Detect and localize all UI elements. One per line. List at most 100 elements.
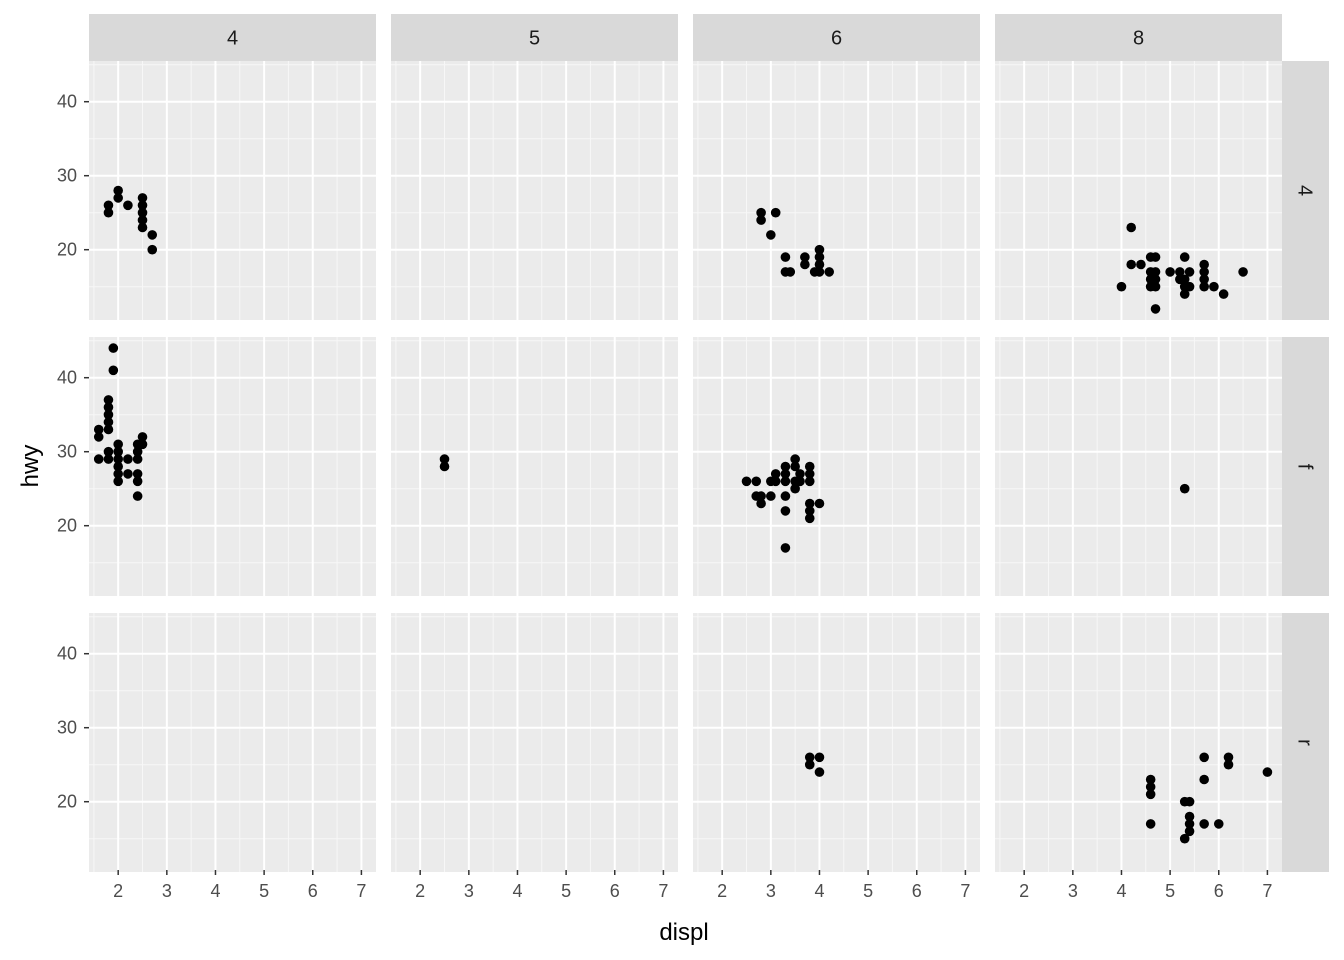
data-point xyxy=(780,543,791,553)
data-point xyxy=(804,498,815,509)
data-point xyxy=(1199,267,1209,277)
x-tick-label: 5 xyxy=(259,881,269,901)
data-point xyxy=(1136,259,1146,270)
data-point xyxy=(1150,304,1161,314)
data-point xyxy=(751,476,762,487)
y-tick-label: 40 xyxy=(57,368,77,388)
data-point xyxy=(1184,811,1195,822)
column-strip-label: 4 xyxy=(227,28,238,50)
data-point xyxy=(132,446,143,457)
panel-4-5 xyxy=(391,61,678,320)
x-tick-label: 5 xyxy=(1165,881,1175,901)
panel-background xyxy=(995,61,1282,320)
x-tick-label: 3 xyxy=(464,881,474,901)
data-point xyxy=(800,259,810,270)
data-point xyxy=(137,207,148,218)
y-tick-label: 20 xyxy=(57,792,77,812)
data-point xyxy=(814,767,825,777)
data-point xyxy=(1184,826,1195,837)
data-point xyxy=(103,409,114,420)
data-point xyxy=(804,506,815,516)
data-point xyxy=(756,215,766,225)
row-strip-r xyxy=(1282,613,1329,872)
data-point xyxy=(1179,483,1190,494)
data-point xyxy=(1213,819,1224,829)
panel-background xyxy=(693,337,980,596)
data-point xyxy=(93,424,104,435)
data-point xyxy=(1179,289,1190,299)
data-point xyxy=(1199,819,1209,829)
row-strip-label: 4 xyxy=(1294,185,1316,196)
data-point xyxy=(790,483,800,494)
data-point xyxy=(1150,281,1161,292)
data-point xyxy=(804,513,815,524)
data-point xyxy=(1116,281,1127,292)
data-point xyxy=(137,222,148,233)
data-point xyxy=(756,207,766,218)
panel-4-6 xyxy=(693,61,980,320)
row-strip-label: r xyxy=(1294,739,1316,746)
x-tick-label: 4 xyxy=(512,881,522,901)
data-point xyxy=(108,343,119,353)
data-point xyxy=(103,395,114,405)
data-point xyxy=(1238,267,1248,277)
data-point xyxy=(1199,274,1209,285)
data-point xyxy=(1145,782,1156,792)
data-point xyxy=(439,461,450,472)
data-point xyxy=(439,454,450,464)
x-tick-label: 7 xyxy=(1262,881,1272,901)
panel-background xyxy=(89,613,376,872)
data-point xyxy=(1184,267,1195,277)
data-point xyxy=(147,244,158,255)
data-point xyxy=(1184,281,1195,292)
data-point xyxy=(741,476,752,487)
data-point xyxy=(780,476,791,487)
column-strip-5 xyxy=(391,14,678,61)
data-point xyxy=(132,454,143,464)
panels-layer xyxy=(89,61,1282,872)
data-point xyxy=(113,185,123,196)
data-point xyxy=(1126,222,1137,233)
x-tick-label: 2 xyxy=(1019,881,1029,901)
panel-background xyxy=(995,337,1282,596)
data-point xyxy=(780,252,791,262)
y-tick-label: 20 xyxy=(57,516,77,536)
data-point xyxy=(1218,289,1229,299)
data-point xyxy=(780,491,791,501)
data-point xyxy=(795,469,805,479)
data-point xyxy=(103,446,114,457)
column-strip-label: 6 xyxy=(831,28,842,50)
data-point xyxy=(137,193,148,203)
data-point xyxy=(814,244,825,255)
data-point xyxy=(113,439,123,450)
data-point xyxy=(1150,274,1161,285)
row-strip-4 xyxy=(1282,61,1329,320)
data-point xyxy=(804,469,815,479)
data-point xyxy=(790,454,800,464)
data-point xyxy=(103,424,114,435)
y-tick-label: 30 xyxy=(57,166,77,186)
data-point xyxy=(1199,259,1209,270)
data-point xyxy=(137,200,148,211)
data-point xyxy=(1179,274,1190,285)
data-point xyxy=(804,752,815,763)
data-point xyxy=(1126,259,1137,270)
panel-4-8 xyxy=(995,61,1282,320)
x-tick-label: 5 xyxy=(561,881,571,901)
data-point xyxy=(108,365,119,376)
panel-r-6 xyxy=(693,613,980,872)
data-point xyxy=(766,230,776,240)
x-axis-title: displ xyxy=(659,919,708,946)
data-point xyxy=(1223,759,1234,770)
panel-background xyxy=(89,337,376,596)
data-point xyxy=(780,461,791,472)
data-point xyxy=(756,498,766,509)
panel-background xyxy=(391,61,678,320)
x-tick-label: 4 xyxy=(210,881,220,901)
data-point xyxy=(780,469,791,479)
strips-layer: 4 5 6 8 4 f r xyxy=(89,14,1329,872)
data-point xyxy=(137,215,148,225)
panel-background xyxy=(693,613,980,872)
x-tick-label: 7 xyxy=(960,881,970,901)
data-point xyxy=(113,193,123,203)
